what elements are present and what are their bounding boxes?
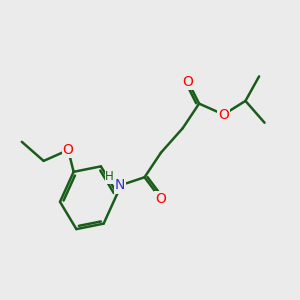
Text: H: H [105, 170, 114, 183]
Text: O: O [183, 75, 194, 89]
Text: O: O [63, 143, 74, 157]
Text: O: O [218, 107, 229, 122]
Text: N: N [115, 178, 125, 193]
Text: O: O [155, 192, 166, 206]
